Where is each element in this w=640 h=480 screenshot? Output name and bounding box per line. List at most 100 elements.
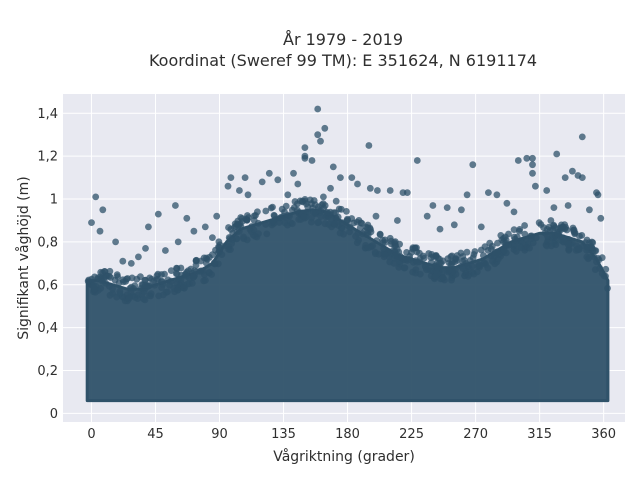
data-point — [561, 174, 569, 182]
data-point — [443, 204, 451, 212]
y-tick-label: 1,4 — [37, 107, 58, 122]
data-point — [308, 157, 316, 164]
data-point — [541, 229, 549, 237]
data-point — [124, 275, 131, 282]
x-tick-label: 45 — [147, 427, 164, 442]
data-point — [224, 182, 232, 190]
data-point — [85, 276, 93, 284]
data-point — [288, 206, 296, 214]
data-point — [596, 264, 604, 272]
data-point — [397, 253, 405, 261]
data-point — [317, 137, 324, 145]
data-point — [400, 264, 408, 272]
data-point — [550, 204, 558, 212]
data-point — [543, 187, 551, 194]
data-point — [459, 257, 466, 265]
data-point — [182, 272, 190, 280]
data-point — [251, 233, 259, 240]
data-point — [526, 244, 533, 252]
data-point — [445, 267, 453, 275]
data-point — [327, 184, 334, 192]
data-point — [153, 276, 161, 283]
data-point — [158, 284, 166, 291]
data-point — [190, 227, 198, 235]
data-point — [105, 272, 113, 280]
data-point — [371, 248, 379, 256]
data-point — [199, 267, 207, 275]
data-point — [109, 285, 116, 293]
data-point — [161, 270, 168, 278]
data-point — [314, 219, 322, 227]
data-point — [298, 197, 306, 205]
data-point — [543, 242, 551, 250]
data-point — [205, 269, 213, 276]
data-point — [569, 167, 576, 175]
data-point — [212, 246, 219, 254]
data-point — [500, 247, 508, 255]
data-point — [233, 235, 241, 243]
data-point — [248, 228, 255, 236]
data-point — [394, 217, 401, 224]
data-point — [88, 219, 95, 227]
data-point — [361, 227, 369, 235]
data-point — [422, 263, 429, 271]
data-point — [500, 238, 507, 246]
data-point — [127, 260, 135, 267]
y-tick-label: 0,6 — [37, 278, 58, 293]
data-point — [514, 157, 522, 164]
data-point — [591, 247, 599, 255]
data-point — [288, 220, 296, 228]
data-point — [309, 204, 317, 212]
data-point — [518, 237, 525, 244]
data-point — [96, 227, 104, 235]
data-point — [412, 266, 420, 273]
data-point — [597, 214, 605, 222]
chart-title-line2: Koordinat (Sweref 99 TM): E 351624, N 61… — [149, 51, 537, 70]
data-point — [301, 154, 309, 162]
data-point — [162, 247, 169, 254]
data-point — [213, 212, 221, 220]
data-point — [263, 230, 271, 238]
data-point — [578, 133, 586, 141]
data-point — [450, 221, 458, 229]
data-point — [94, 274, 102, 281]
data-point — [167, 277, 175, 285]
data-point — [494, 239, 501, 247]
y-axis-title: Signifikant våghöjd (m) — [15, 176, 32, 339]
data-point — [102, 279, 110, 287]
data-point — [386, 258, 394, 266]
data-point — [436, 225, 444, 233]
data-point — [91, 285, 99, 293]
x-tick-label: 315 — [527, 427, 552, 442]
data-point — [366, 184, 374, 192]
data-point — [476, 262, 483, 269]
data-point — [578, 174, 586, 182]
data-point — [317, 213, 325, 220]
data-point — [254, 219, 262, 227]
data-point — [154, 210, 162, 218]
y-tick-label: 1 — [50, 193, 58, 208]
data-point — [135, 253, 142, 261]
data-point — [586, 206, 593, 214]
data-point — [532, 182, 539, 190]
data-point — [155, 292, 163, 300]
data-point — [503, 199, 511, 207]
data-point — [413, 157, 421, 164]
data-point — [432, 273, 440, 280]
data-point — [516, 243, 524, 250]
data-point — [183, 214, 191, 222]
data-point — [227, 174, 235, 182]
data-point — [488, 242, 496, 250]
data-point — [113, 271, 121, 279]
data-point — [174, 238, 182, 246]
x-tick-label: 90 — [211, 427, 228, 442]
data-point — [293, 206, 301, 214]
data-point — [244, 212, 251, 219]
data-point — [262, 207, 270, 215]
x-tick-label: 135 — [271, 427, 296, 442]
data-point — [295, 216, 303, 223]
data-point — [352, 232, 359, 240]
data-point — [523, 154, 531, 162]
data-point — [481, 259, 489, 267]
data-point — [429, 202, 437, 209]
